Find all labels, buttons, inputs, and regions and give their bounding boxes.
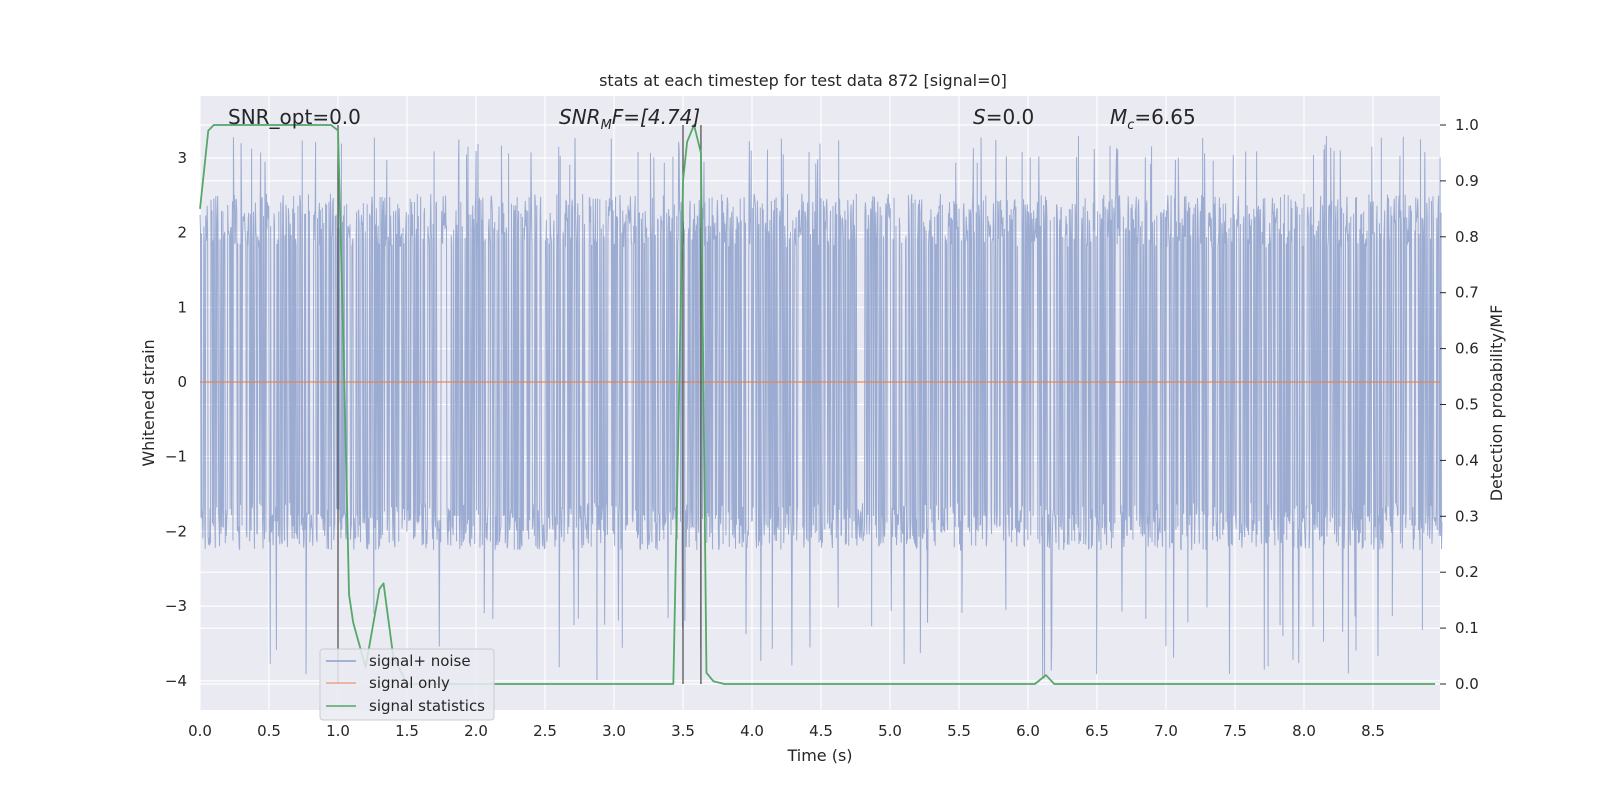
x-tick-label-1: 0.5 <box>257 722 281 740</box>
y-right-tick-label-4: 0.6 <box>1455 340 1479 358</box>
annotation-snr-mf: SNRMF=[4.74] <box>559 105 700 133</box>
legend-label-signal-only: signal only <box>369 674 450 692</box>
y-right-tick-label-1: 0.9 <box>1455 172 1479 190</box>
y-left-tick-label-5: −2 <box>165 522 187 540</box>
x-tick-label-9: 4.5 <box>809 722 833 740</box>
y-left-tick-label-1: 2 <box>177 224 187 242</box>
y-right-tick-label-9: 0.1 <box>1455 619 1479 637</box>
annotation-snr-mf-sub: M <box>601 118 612 133</box>
annotation-s-rest: =0.0 <box>986 105 1035 129</box>
y-left-tick-label-3: 0 <box>177 373 187 391</box>
y-right-tick-label-2: 0.8 <box>1455 228 1479 246</box>
y-right-tick-label-0: 1.0 <box>1455 116 1479 134</box>
x-tick-label-8: 4.0 <box>740 722 764 740</box>
y-left-tick-label-7: −4 <box>165 672 187 690</box>
noise-series-path <box>199 135 1443 681</box>
x-tick-label-6: 3.0 <box>602 722 626 740</box>
y-right-axis-ticks: 1.0 0.9 0.8 0.7 0.6 0.5 0.4 0.3 0.2 0.1 0.0 <box>1440 116 1479 693</box>
annotation-snr-mf-rest: F=[4.74] <box>612 105 700 129</box>
y-right-tick-label-7: 0.3 <box>1455 507 1479 525</box>
x-tick-label-7: 3.5 <box>671 722 695 740</box>
annotation-snr-opt: SNR_opt=0.0 <box>228 105 361 129</box>
y-right-axis-label: Detection probability/MF <box>1487 305 1506 502</box>
legend: signal+ noise signal only signal statist… <box>319 648 495 721</box>
x-tick-label-11: 5.5 <box>947 722 971 740</box>
x-tick-label-0: 0.0 <box>188 722 212 740</box>
x-tick-label-4: 2.0 <box>464 722 488 740</box>
x-tick-label-13: 6.5 <box>1085 722 1109 740</box>
y-left-tick-label-2: 1 <box>177 298 187 316</box>
y-right-tick-label-8: 0.2 <box>1455 563 1479 581</box>
annotation-mc: Mc=6.65 <box>1110 105 1196 133</box>
y-left-axis-label: Whitened strain <box>139 339 158 466</box>
x-tick-label-2: 1.0 <box>326 722 350 740</box>
annotation-mc-sub: c <box>1127 118 1134 133</box>
y-left-tick-label-6: −3 <box>165 597 187 615</box>
annotation-s-var: S <box>973 105 986 129</box>
x-tick-label-14: 7.0 <box>1154 722 1178 740</box>
x-axis-ticks: 0.0 0.5 1.0 1.5 2.0 2.5 3.0 3.5 4.0 4.5 5.0 5.5 6.0 6… <box>188 722 1385 740</box>
y-right-tick-label-3: 0.7 <box>1455 284 1479 302</box>
x-tick-label-16: 8.0 <box>1292 722 1316 740</box>
x-tick-label-15: 7.5 <box>1223 722 1247 740</box>
y-left-tick-label-4: −1 <box>165 448 187 466</box>
annotation-mc-var: M <box>1110 105 1127 129</box>
y-left-tick-label-0: 3 <box>177 149 187 167</box>
x-tick-label-5: 2.5 <box>533 722 557 740</box>
legend-label-signal-statistics: signal statistics <box>369 697 485 715</box>
y-right-tick-label-10: 0.0 <box>1455 675 1479 693</box>
noise-series-signal-plus-noise <box>199 135 1443 681</box>
legend-label-signal-noise: signal+ noise <box>369 652 471 670</box>
y-right-tick-label-5: 0.5 <box>1455 396 1479 414</box>
annotation-mc-rest: =6.65 <box>1134 105 1195 129</box>
x-tick-label-12: 6.0 <box>1016 722 1040 740</box>
annotation-snr-mf-main: SNR <box>559 105 601 129</box>
legend-box <box>319 648 495 721</box>
x-axis-label: Time (s) <box>786 746 852 765</box>
annotation-s: S=0.0 <box>973 105 1034 129</box>
x-tick-label-10: 5.0 <box>878 722 902 740</box>
x-tick-label-17: 8.5 <box>1361 722 1385 740</box>
x-tick-label-3: 1.5 <box>395 722 419 740</box>
y-right-tick-label-6: 0.4 <box>1455 451 1479 469</box>
y-left-axis-ticks: 3 2 1 0 −1 −2 −3 −4 <box>165 149 187 690</box>
chart-title: stats at each timestep for test data 872… <box>599 71 1007 90</box>
